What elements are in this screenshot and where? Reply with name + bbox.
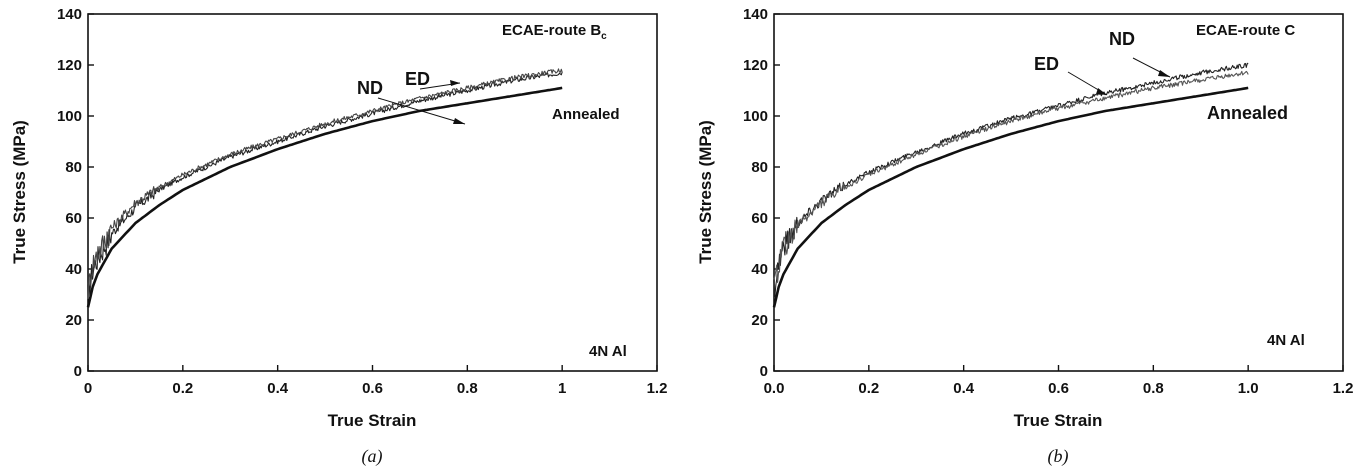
x-tick-label: 0.8	[457, 380, 478, 397]
x-tick-label: 1.2	[1333, 380, 1354, 397]
x-ticks-a: 0 0.2 0.4 0.6 0.8 1 1.2	[84, 365, 668, 397]
x-tick-label: 0.4	[953, 380, 975, 397]
chart-title-b: ECAE-route C	[1196, 22, 1295, 39]
x-axis-label-a: True Strain	[328, 411, 417, 430]
y-tick-label: 100	[743, 108, 768, 125]
x-tick-label: 1.0	[1238, 380, 1259, 397]
y-tick-label: 120	[57, 57, 82, 74]
x-tick-label: 0.0	[764, 380, 785, 397]
x-tick-label: 0.6	[362, 380, 383, 397]
y-tick-label: 80	[751, 159, 768, 176]
caption-a: (a)	[362, 446, 383, 467]
x-tick-label: 0.6	[1048, 380, 1069, 397]
ed-label-a: ED	[405, 69, 430, 89]
ed-arrowhead-a	[450, 80, 460, 86]
y-tick-label: 140	[57, 6, 82, 23]
annealed-label-a: Annealed	[552, 106, 620, 123]
y-ticks-b: 0 20 40 60 80 100 120 140	[743, 6, 780, 380]
y-tick-label: 20	[751, 312, 768, 329]
nd-label-a: ND	[357, 78, 383, 98]
series-a	[86, 68, 563, 308]
annealed-label-b: Annealed	[1207, 103, 1288, 123]
y-tick-label: 60	[65, 210, 82, 227]
y-tick-label: 100	[57, 108, 82, 125]
x-tick-label: 0	[84, 380, 92, 397]
x-tick-label: 1	[558, 380, 566, 397]
caption-b: (b)	[1048, 446, 1069, 467]
y-tick-label: 40	[65, 261, 82, 278]
y-tick-label: 120	[743, 57, 768, 74]
series-line-nd	[87, 71, 563, 297]
plot-frame-a	[87, 13, 658, 372]
y-axis-label-a: True Stress (MPa)	[10, 120, 29, 264]
series-line-annealed	[772, 86, 1249, 308]
chart-title-a: ECAE-route Bc	[502, 22, 607, 42]
x-tick-label: 1.2	[647, 380, 668, 397]
y-axis-label-b: True Stress (MPa)	[696, 120, 715, 264]
panel-b: 0 20 40 60 80 100 120 140 0.0 0.2 0.4 0.6 0.8 1.0 1.2…	[696, 6, 1353, 467]
panel-a: 0 20 40 60 80 100 120 140 0 0.2 0.4 0.6 0.8 1 1.2 Tru…	[10, 6, 667, 467]
ed-arrowhead-b	[1096, 88, 1107, 95]
y-tick-label: 140	[743, 6, 768, 23]
series-b	[772, 62, 1249, 308]
series-line-ed	[87, 68, 563, 300]
y-tick-label: 40	[751, 261, 768, 278]
y-tick-label: 0	[74, 363, 82, 380]
nd-pointer-a	[377, 97, 466, 125]
material-label-a: 4N Al	[589, 343, 627, 360]
y-tick-label: 60	[751, 210, 768, 227]
y-tick-label: 0	[760, 363, 768, 380]
x-tick-label: 0.8	[1143, 380, 1164, 397]
x-tick-label: 0.2	[858, 380, 879, 397]
nd-arrowhead-b	[1158, 70, 1170, 77]
nd-arrowhead-a	[453, 118, 465, 124]
y-tick-label: 20	[65, 312, 82, 329]
series-line-ed	[773, 70, 1249, 284]
x-tick-label: 0.2	[172, 380, 193, 397]
ed-label-b: ED	[1034, 54, 1059, 74]
series-line-annealed	[86, 86, 563, 308]
material-label-b: 4N Al	[1267, 332, 1305, 349]
x-tick-label: 0.4	[267, 380, 289, 397]
x-ticks-b: 0.0 0.2 0.4 0.6 0.8 1.0 1.2	[764, 365, 1354, 397]
x-axis-label-b: True Strain	[1014, 411, 1103, 430]
nd-label-b: ND	[1109, 29, 1135, 49]
y-ticks-a: 0 20 40 60 80 100 120 140	[57, 6, 94, 380]
y-tick-label: 80	[65, 159, 82, 176]
